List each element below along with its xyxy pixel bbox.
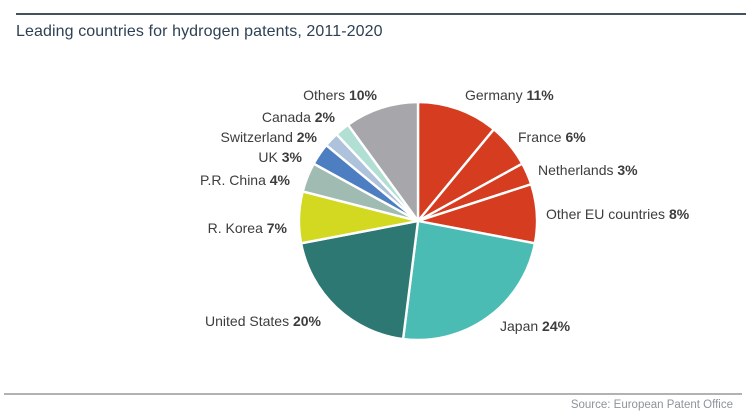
- pie-label-p-r-china: P.R. China 4%: [200, 171, 290, 189]
- country-percent: 3%: [617, 162, 638, 178]
- pie-slice-others: [346, 100, 420, 223]
- country-name: Germany: [465, 87, 527, 103]
- pie-slice-germany: [416, 100, 496, 223]
- country-name: P.R. China: [199, 172, 270, 188]
- top-rule: [16, 13, 746, 15]
- country-percent: 2%: [296, 129, 317, 145]
- pie-label-canada: Canada 2%: [262, 108, 335, 126]
- country-name: France: [518, 129, 566, 145]
- pie-label-france: France 6%: [518, 128, 586, 146]
- country-percent: 8%: [668, 206, 690, 222]
- chart-title: Leading countries for hydrogen patents, …: [16, 23, 383, 40]
- pie-slice-japan: [401, 219, 537, 342]
- pie-label-japan: Japan 24%: [500, 317, 570, 335]
- country-name: United States: [205, 313, 293, 329]
- country-percent: 20%: [292, 313, 321, 329]
- country-name: UK: [258, 149, 282, 165]
- country-percent: 3%: [281, 149, 302, 165]
- pie-label-germany: Germany 11%: [465, 86, 554, 104]
- country-percent: 6%: [565, 129, 586, 145]
- pie-label-others: Others 10%: [303, 86, 377, 104]
- pie-label-netherlands: Netherlands 3%: [538, 161, 638, 179]
- country-name: Japan: [500, 318, 543, 334]
- pie-label-uk: UK 3%: [258, 148, 302, 166]
- country-percent: 7%: [266, 220, 287, 236]
- pie-slice-united-states: [299, 219, 420, 341]
- country-name: Netherlands: [538, 162, 618, 178]
- country-name: R. Korea: [207, 220, 267, 236]
- country-percent: 24%: [542, 318, 571, 334]
- country-percent: 2%: [314, 109, 335, 125]
- country-percent: 11%: [526, 87, 554, 103]
- pie-label-switzerland: Switzerland 2%: [221, 128, 318, 146]
- bottom-rule: [4, 393, 742, 395]
- pie-label-other-eu-countries: Other EU countries 8%: [546, 205, 689, 223]
- country-name: Canada: [261, 109, 315, 125]
- country-name: Switzerland: [220, 129, 297, 145]
- country-name: Other EU countries: [546, 206, 669, 222]
- country-percent: 10%: [348, 87, 377, 103]
- pie-label-r-korea: R. Korea 7%: [208, 219, 287, 237]
- pie-label-united-states: United States 20%: [205, 312, 321, 330]
- source-text: Source: European Patent Office: [570, 399, 733, 411]
- country-percent: 4%: [269, 172, 290, 188]
- country-name: Others: [303, 87, 349, 103]
